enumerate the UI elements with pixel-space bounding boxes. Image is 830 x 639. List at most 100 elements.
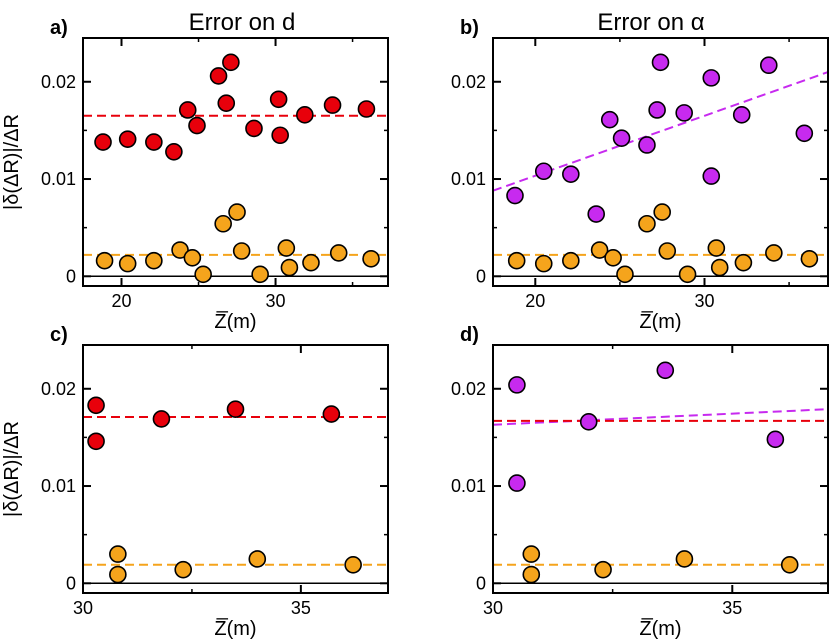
data-point — [228, 203, 246, 221]
x-tick-label: 30 — [73, 598, 93, 618]
data-point — [232, 242, 251, 260]
x-tick-label: 30 — [483, 598, 503, 618]
data-point — [612, 129, 631, 147]
series-lower — [522, 545, 799, 584]
y-axis-label: |δ(ΔR)|/ΔR — [1, 421, 23, 517]
data-point — [302, 253, 320, 272]
series-lower — [507, 203, 819, 284]
data-point — [183, 248, 202, 267]
data-point — [707, 239, 726, 257]
y-tick-label: 0 — [476, 573, 486, 593]
data-point — [678, 265, 697, 284]
data-point — [507, 251, 526, 270]
panel-tag: c) — [50, 324, 68, 346]
x-axis-label: Z̅(m) — [214, 310, 256, 333]
y-tick-label: 0 — [66, 573, 76, 593]
data-point — [214, 214, 232, 233]
data-point — [145, 133, 163, 151]
y-tick-label: 0.02 — [41, 379, 76, 399]
data-point — [109, 565, 127, 584]
panels: 0 0.01 0.02 20 30 Z̅(m) |δ(ΔR)|/ΔR a) 0 0.01 0.02 2… — [1, 17, 829, 639]
y-tick-label: 0.01 — [451, 476, 486, 496]
data-point — [87, 396, 105, 415]
data-point — [248, 550, 267, 568]
plot-frame — [82, 37, 389, 287]
data-point — [780, 555, 799, 574]
data-point — [522, 565, 541, 584]
plot-frame — [492, 37, 829, 287]
data-point — [522, 545, 541, 563]
upper-fit-line — [493, 408, 828, 426]
data-point — [795, 124, 814, 143]
plot-frame — [82, 344, 389, 594]
data-point — [616, 265, 634, 284]
data-point — [362, 249, 380, 268]
data-point — [226, 400, 245, 418]
series-lower — [109, 545, 362, 584]
data-point — [534, 162, 553, 181]
data-point — [145, 251, 163, 270]
data-point — [194, 265, 212, 284]
data-point — [800, 249, 819, 268]
data-point — [702, 167, 721, 185]
data-point — [87, 432, 105, 451]
y-tick-label: 0 — [66, 266, 76, 286]
y-tick-label: 0 — [476, 266, 486, 286]
data-point — [590, 241, 609, 259]
x-axis-label: Z̅(m) — [214, 617, 256, 639]
data-point — [95, 251, 114, 270]
data-point — [506, 186, 524, 205]
data-point — [658, 242, 677, 260]
data-point — [508, 376, 526, 394]
series-upper — [508, 361, 785, 492]
data-point — [178, 101, 197, 119]
panel-1: 0 0.01 0.02 20 30 Z̅(m) b) — [451, 17, 829, 333]
data-point — [280, 258, 299, 277]
x-tick-label: 30 — [694, 291, 714, 311]
panel-0: 0 0.01 0.02 20 30 Z̅(m) |δ(ΔR)|/ΔR a) — [1, 17, 389, 333]
data-point — [675, 550, 694, 568]
y-tick-label: 0.02 — [451, 72, 486, 92]
data-point — [651, 53, 670, 72]
panel-tag: a) — [50, 17, 68, 39]
y-tick-label: 0.01 — [41, 169, 76, 189]
data-point — [600, 110, 619, 129]
data-point — [296, 106, 314, 124]
data-point — [323, 96, 342, 114]
series-upper — [87, 396, 341, 451]
data-point — [165, 142, 183, 161]
plot-frame — [492, 344, 829, 594]
data-point — [508, 474, 526, 492]
data-point — [251, 265, 269, 284]
x-axis-label: Z̅(m) — [639, 310, 681, 333]
data-point — [188, 116, 206, 135]
data-point — [638, 214, 656, 233]
data-point — [94, 133, 112, 151]
series-upper — [94, 53, 376, 161]
y-tick-label: 0.02 — [41, 72, 76, 92]
data-point — [118, 254, 137, 273]
data-point — [152, 410, 171, 428]
data-point — [174, 560, 193, 579]
panel-tag: d) — [460, 324, 479, 346]
y-axis-label: |δ(ΔR)|/ΔR — [1, 114, 23, 210]
data-point — [222, 53, 240, 72]
data-point — [357, 100, 376, 118]
data-point — [653, 203, 671, 221]
reference-lines — [83, 415, 388, 566]
data-point — [759, 56, 778, 75]
data-point — [648, 101, 666, 119]
data-point — [656, 361, 675, 380]
data-point — [766, 430, 785, 449]
data-point — [702, 69, 721, 87]
x-tick-label: 35 — [291, 598, 311, 618]
data-point — [534, 254, 553, 273]
data-point — [638, 136, 656, 154]
data-point — [710, 258, 729, 277]
data-point — [322, 405, 341, 423]
data-point — [562, 251, 580, 270]
data-point — [732, 106, 751, 124]
data-point — [271, 126, 289, 145]
panel-tag: b) — [460, 17, 479, 39]
data-point — [118, 130, 137, 148]
